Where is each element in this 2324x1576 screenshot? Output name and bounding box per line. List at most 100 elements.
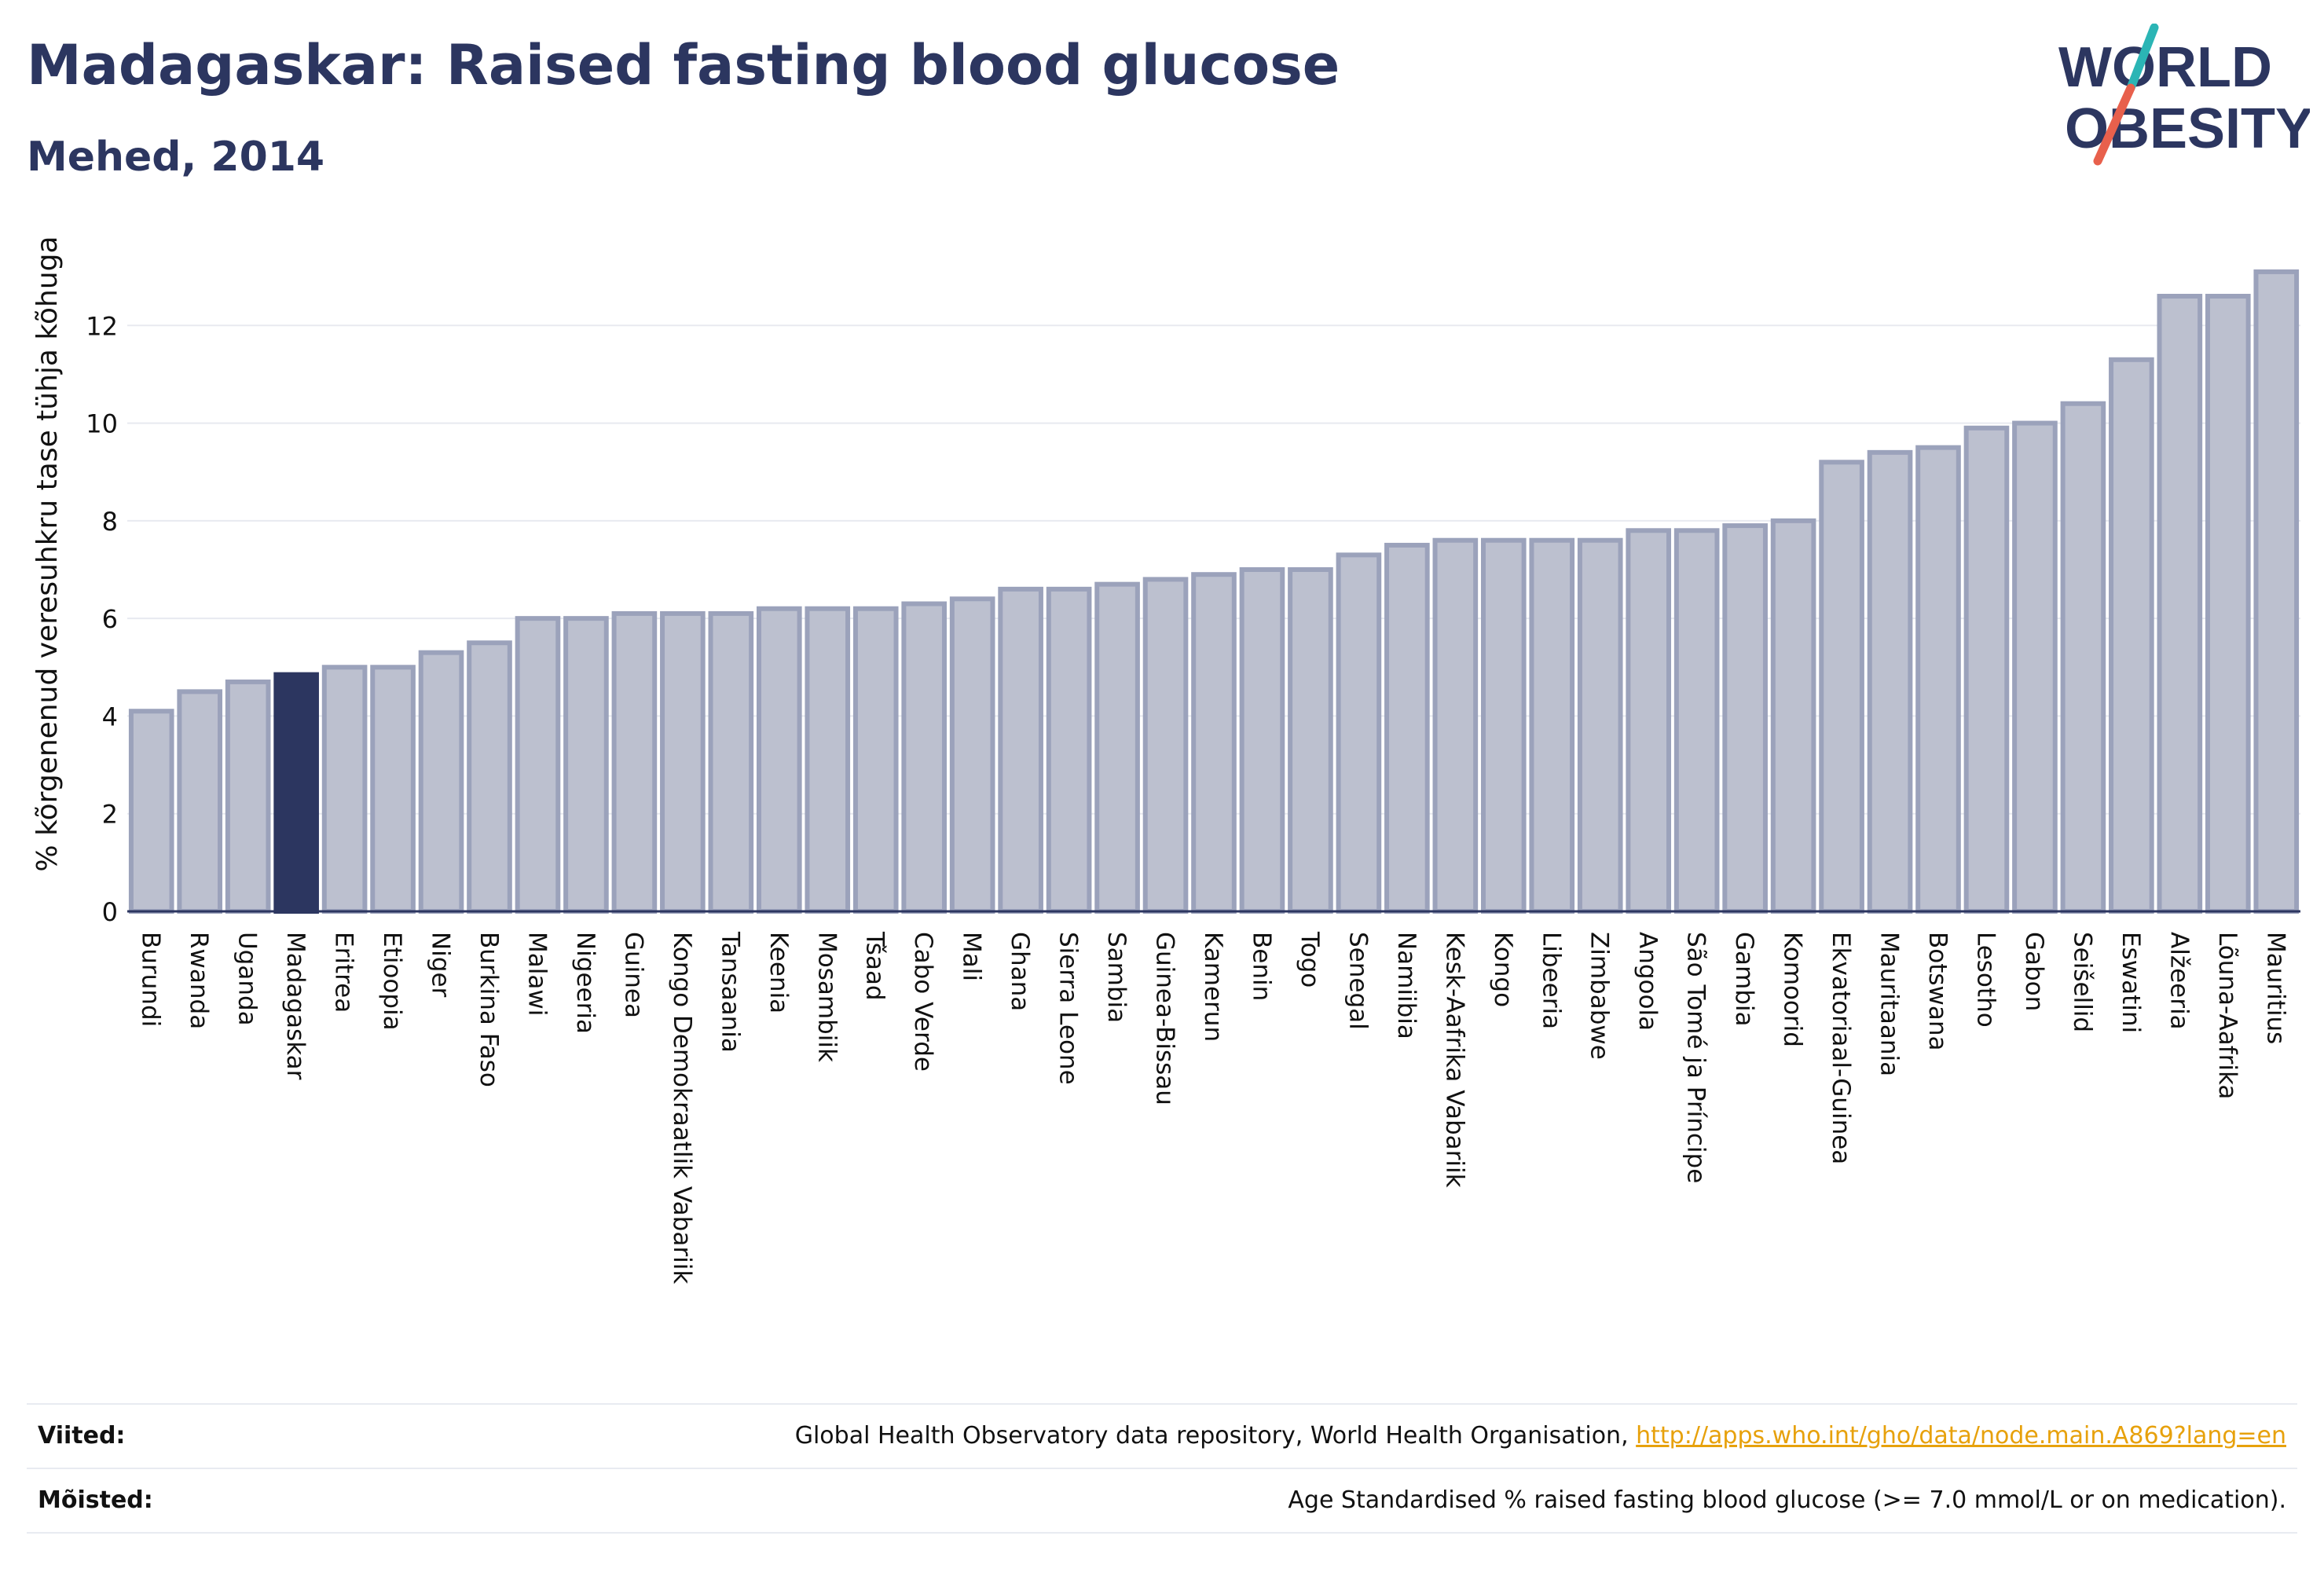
bar-libeeria xyxy=(1529,537,1575,914)
x-tick-labels: Burundi Rwanda Uganda Madagaskar Eritrea Etio… xyxy=(137,931,2290,1284)
logo-slash-bottom xyxy=(2093,83,2135,166)
definitions-label: Mõisted: xyxy=(38,1486,153,1514)
y-tick-label: 8 xyxy=(102,507,118,537)
bar-mauritius xyxy=(2253,269,2300,914)
x-tick-label: Lõuna-Aafrika xyxy=(2213,932,2242,1099)
x-tick-label: Burkina Faso xyxy=(475,932,503,1087)
x-tick-label: Ekvatoriaal-Guinea xyxy=(1827,932,1855,1164)
x-tick-label: Sambia xyxy=(1102,932,1131,1023)
y-tick-labels: 0 2 4 6 8 10 12 xyxy=(86,311,118,927)
y-tick-label: 4 xyxy=(102,702,118,731)
bar-angoola xyxy=(1626,528,1672,914)
bar-mali xyxy=(949,596,995,914)
bar-rwanda xyxy=(177,689,223,914)
x-tick-label: Seišellid xyxy=(2068,932,2096,1032)
x-tick-label: Senegal xyxy=(1343,932,1372,1030)
bar-eswatini xyxy=(2109,357,2154,914)
bar-burundi xyxy=(128,709,174,914)
x-tick-label: Mosambiik xyxy=(812,932,841,1062)
chart-subtitle: Mehed, 2014 xyxy=(27,134,325,181)
bar-kongo xyxy=(1480,537,1527,914)
y-tick-label: 6 xyxy=(102,604,118,634)
bar-l-una-aafrika xyxy=(2205,294,2251,914)
bar-komoorid xyxy=(1770,518,1816,914)
bar-chart: 0 2 4 6 8 10 12 Burundi Rwanda Uganda Madagaskar E… xyxy=(31,236,2300,1284)
x-tick-label: Botswana xyxy=(1923,932,1952,1051)
y-tick-label: 10 xyxy=(86,409,118,439)
footer-sources-row: Viited: Global Health Observatory data r… xyxy=(27,1403,2297,1468)
bar-guinea-bissau xyxy=(1142,577,1189,914)
bar-ghana xyxy=(998,586,1043,914)
bar-namiibia xyxy=(1384,542,1430,914)
bar-eritrea xyxy=(321,665,368,914)
x-tick-label: Mauritaania xyxy=(1875,932,1904,1076)
x-tick-label: Mauritius xyxy=(2261,932,2289,1044)
bar-uganda xyxy=(225,679,271,914)
bar-lesotho xyxy=(1963,425,2010,914)
bar-benin xyxy=(1239,567,1285,914)
x-tick-label: Malawi xyxy=(522,932,551,1016)
x-tick-label: Gambia xyxy=(1730,932,1758,1027)
definitions-value: Age Standardised % raised fasting blood … xyxy=(1288,1486,2286,1514)
x-tick-label: Tansaania xyxy=(716,931,744,1053)
x-tick-label: Etioopia xyxy=(378,932,406,1031)
bar-togo xyxy=(1288,567,1333,914)
bar-gambia xyxy=(1722,523,1768,914)
logo-slash-top xyxy=(2126,24,2159,93)
bar-mosambiik xyxy=(805,606,851,914)
x-tick-label: Nigeeria xyxy=(571,932,599,1034)
x-tick-label: Kesk-Aafrika Vabariik xyxy=(1440,932,1468,1188)
x-tick-label: Burundi xyxy=(137,932,165,1027)
x-tick-label: Kamerun xyxy=(1199,932,1227,1042)
x-tick-label: Mali xyxy=(958,932,986,981)
y-tick-label: 2 xyxy=(102,800,118,830)
x-tick-label: Togo xyxy=(1296,931,1324,988)
x-tick-label: Eritrea xyxy=(330,932,358,1013)
sources-text: Global Health Observatory data repositor… xyxy=(794,1422,1637,1450)
y-tick-label: 0 xyxy=(102,897,118,927)
bar-t-aad xyxy=(852,606,899,914)
x-tick-label: Eswatini xyxy=(2117,932,2145,1033)
sources-label: Viited: xyxy=(38,1422,126,1450)
world-obesity-logo: WORLD OBESITY xyxy=(2058,24,2310,166)
x-tick-label: Benin xyxy=(1247,932,1275,1001)
x-tick-label: Ghana xyxy=(1006,932,1034,1011)
bar-ekvatoriaal-guinea xyxy=(1819,460,1864,914)
x-tick-label: Libeeria xyxy=(1537,932,1565,1029)
x-tick-label: Namiibia xyxy=(1392,932,1420,1039)
x-tick-label: Uganda xyxy=(233,932,262,1026)
bar-keenia xyxy=(756,606,802,914)
x-tick-label: Tšaad xyxy=(861,931,889,1001)
bar-sei-ellid xyxy=(2060,401,2106,914)
x-tick-label: Kongo Demokraatlik Vabariik xyxy=(668,932,696,1284)
x-tick-label: Lesotho xyxy=(1971,932,2000,1028)
bar-cabo-verde xyxy=(901,601,948,914)
bar-kamerun xyxy=(1191,572,1237,914)
x-tick-label: Alžeeria xyxy=(2165,932,2193,1030)
bar-zimbabwe xyxy=(1577,537,1623,914)
x-tick-label: Kongo xyxy=(1489,932,1517,1007)
bar-madagaskar xyxy=(273,672,319,914)
x-tick-label: Komoorid xyxy=(1779,932,1807,1047)
x-tick-label: Rwanda xyxy=(185,932,213,1029)
x-tick-label: Keenia xyxy=(764,932,793,1013)
bar-senegal xyxy=(1336,552,1382,914)
x-tick-label: São Tomé ja Príncipe xyxy=(1682,932,1710,1183)
sources-link[interactable]: http://apps.who.int/gho/data/node.main.A… xyxy=(1636,1422,2286,1450)
bar-gabon xyxy=(2012,420,2058,914)
y-axis-label: % kõrgenenud veresuhkru tase tühja kõhug… xyxy=(31,236,64,871)
x-tick-label: Cabo Verde xyxy=(909,932,937,1072)
bar-mauritaania xyxy=(1867,449,1913,914)
bar-s-o-tom-ja-pr-ncipe xyxy=(1673,528,1720,914)
bar-botswana xyxy=(1915,445,1961,914)
bar-malawi xyxy=(515,616,561,914)
x-tick-label: Niger xyxy=(427,932,455,998)
x-tick-label: Gabon xyxy=(2020,932,2048,1011)
chart-title: Madagaskar: Raised fasting blood glucose xyxy=(27,33,1340,97)
x-tick-label: Sierra Leone xyxy=(1054,932,1083,1085)
sources-value: Global Health Observatory data repositor… xyxy=(795,1422,2286,1450)
bar-nigeeria xyxy=(563,616,609,914)
footer-definitions-row: Mõisted: Age Standardised % raised fasti… xyxy=(27,1468,2297,1534)
x-tick-label: Guinea xyxy=(619,932,647,1018)
logo-line1: WORLD xyxy=(2058,36,2272,99)
